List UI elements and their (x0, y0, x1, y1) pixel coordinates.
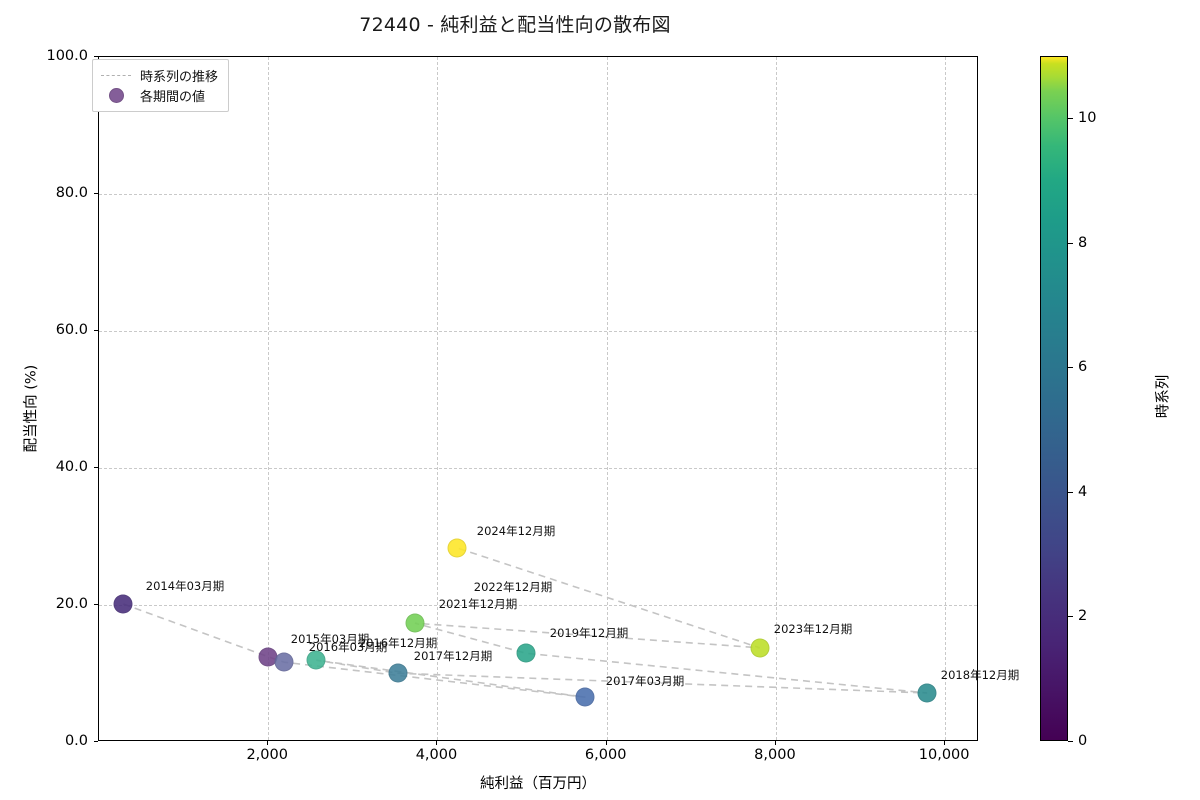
colorbar-tick-label: 10 (1078, 110, 1097, 127)
y-tick-label: 60.0 (55, 322, 88, 338)
legend-item-line: 時系列の推移 (101, 65, 218, 85)
x-tick-mark (605, 741, 607, 745)
legend: 時系列の推移 各期間の値 (92, 59, 230, 112)
gridline-vertical (775, 57, 777, 740)
legend-marker-wrap (101, 87, 131, 103)
x-tick-label: 2,000 (246, 747, 288, 763)
gridline-horizontal (99, 194, 977, 195)
x-tick-label: 6,000 (584, 747, 627, 763)
colorbar-tick-label: 6 (1078, 359, 1088, 376)
y-tick-mark (94, 56, 98, 57)
colorbar-tick-mark (1068, 616, 1073, 618)
y-tick-label: 100.0 (46, 48, 88, 64)
y-tick-mark (94, 330, 98, 331)
y-tick-mark (94, 604, 98, 605)
gridline-horizontal (99, 331, 977, 332)
gridline-horizontal (99, 605, 977, 606)
dashed-line-icon (101, 74, 131, 76)
colorbar-tick-label: 2 (1078, 608, 1088, 625)
colorbar-tick-label: 0 (1078, 733, 1088, 749)
colorbar-tick-label: 8 (1078, 234, 1088, 251)
y-tick-mark (94, 741, 98, 742)
x-tick-label: 10,000 (918, 747, 970, 763)
x-tick-mark (774, 741, 776, 745)
gridline-vertical (268, 57, 270, 740)
colorbar-tick-label: 4 (1078, 483, 1088, 500)
gridline-horizontal (99, 468, 977, 469)
x-tick-label: 8,000 (754, 747, 796, 763)
y-tick-mark (94, 467, 98, 468)
page-title: 72440 - 純利益と配当性向の散布図 (359, 14, 671, 36)
x-tick-label: 4,000 (415, 747, 458, 763)
y-axis-label: 配当性向 (%) (23, 364, 40, 453)
gridline-vertical (437, 57, 439, 740)
colorbar-tick-mark (1068, 118, 1073, 120)
y-tick-label: 0.0 (64, 733, 88, 749)
legend-label-line: 時系列の推移 (140, 69, 219, 85)
x-axis-label: 純利益（百万円） (480, 776, 596, 792)
colorbar: 0 2 4 6 8 10 時系列 (1040, 56, 1190, 749)
colorbar-label: 時系列 (1155, 374, 1172, 419)
y-tick-label: 20.0 (55, 596, 88, 612)
y-tick-mark (94, 193, 98, 194)
x-tick-mark (436, 741, 438, 745)
colorbar-gradient (1040, 56, 1068, 741)
colorbar-tick-mark (1068, 367, 1073, 369)
colorbar-tick-mark (1068, 491, 1073, 493)
gridline-vertical (606, 57, 608, 740)
gridline-vertical (945, 57, 947, 740)
x-tick-mark (267, 741, 269, 745)
colorbar-tick-mark (1068, 741, 1073, 742)
y-tick-label: 80.0 (55, 185, 88, 201)
circle-marker-icon (108, 87, 124, 103)
plot-area (98, 56, 978, 741)
x-tick-mark (944, 741, 946, 745)
legend-item-marker: 各期間の値 (101, 85, 218, 105)
y-tick-label: 40.0 (55, 459, 88, 475)
colorbar-tick-mark (1068, 242, 1073, 244)
legend-label-marker: 各期間の値 (140, 89, 206, 105)
